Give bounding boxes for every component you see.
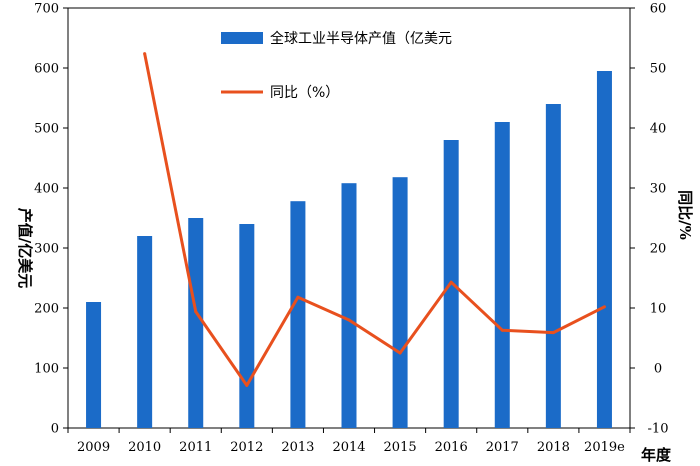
left-tick-label: 700 — [34, 2, 59, 17]
x-tick-label: 2009 — [77, 440, 110, 455]
x-tick-label: 2010 — [128, 440, 161, 455]
yoy-point-2012 — [245, 383, 249, 387]
right-axis-title: 同比/% — [676, 190, 694, 240]
left-tick-label: 600 — [34, 62, 59, 77]
bar-series — [86, 71, 612, 428]
bar-2015 — [392, 177, 408, 428]
bar-2013 — [290, 201, 306, 428]
yoy-point-2010 — [143, 52, 147, 56]
yoy-point-2014 — [347, 318, 351, 322]
x-tick-label: 2012 — [230, 440, 263, 455]
x-tick-label: 2015 — [384, 440, 417, 455]
right-axis-ticks: -10 0 10 20 30 40 50 60 — [630, 2, 668, 437]
left-axis-title: 产值/亿美元 — [16, 208, 34, 288]
x-tick-label: 2011 — [179, 440, 212, 455]
x-tick-label: 2014 — [332, 440, 365, 455]
line-series — [143, 52, 606, 387]
right-tick-label: -10 — [648, 422, 669, 437]
right-tick-label: 0 — [654, 362, 662, 377]
x-axis-ticks: 2009 2010 2011 2012 2013 2014 2015 2016 2017 2018… — [67, 428, 631, 455]
bar-2019e — [596, 71, 612, 428]
bar-2017 — [494, 122, 510, 428]
legend-label-line: 同比（%） — [270, 85, 339, 101]
legend-swatch-bar — [221, 32, 263, 44]
x-axis-title: 年度 — [641, 446, 672, 464]
bar-2012 — [239, 224, 255, 428]
bar-2011 — [188, 218, 204, 428]
right-tick-label: 60 — [650, 2, 667, 17]
yoy-point-2013 — [296, 295, 300, 299]
x-tick-label: 2016 — [435, 440, 468, 455]
left-tick-label: 200 — [34, 302, 59, 317]
bar-2010 — [137, 236, 153, 428]
bar-2009 — [86, 302, 102, 428]
yoy-point-2017 — [500, 328, 504, 332]
right-tick-label: 10 — [650, 302, 667, 317]
left-tick-label: 300 — [34, 242, 59, 257]
yoy-point-2019e — [602, 305, 606, 309]
x-tick-label: 2017 — [486, 440, 519, 455]
x-tick-label: 2018 — [537, 440, 570, 455]
left-tick-label: 100 — [34, 362, 59, 377]
x-tick-label: 2013 — [281, 440, 314, 455]
bar-2014 — [341, 183, 357, 428]
legend: 全球工业半导体产值（亿美元 同比（%） — [221, 30, 452, 101]
yoy-line — [143, 53, 606, 387]
right-tick-label: 20 — [650, 242, 667, 257]
x-tick-label: 2019e — [584, 440, 625, 455]
legend-label-bar: 全球工业半导体产值（亿美元 — [270, 30, 452, 47]
left-tick-label: 0 — [51, 422, 59, 437]
yoy-point-2018 — [551, 331, 555, 335]
right-tick-label: 40 — [650, 122, 667, 137]
bar-2018 — [545, 104, 561, 428]
left-tick-label: 500 — [34, 122, 59, 137]
yoy-point-2015 — [398, 351, 402, 355]
right-tick-label: 30 — [650, 182, 667, 197]
left-tick-label: 400 — [34, 182, 59, 197]
yoy-point-2011 — [194, 310, 198, 314]
left-axis-ticks: 0 100 200 300 400 500 600 700 — [34, 2, 68, 437]
right-tick-label: 50 — [650, 62, 667, 77]
yoy-point-2016 — [449, 280, 453, 284]
